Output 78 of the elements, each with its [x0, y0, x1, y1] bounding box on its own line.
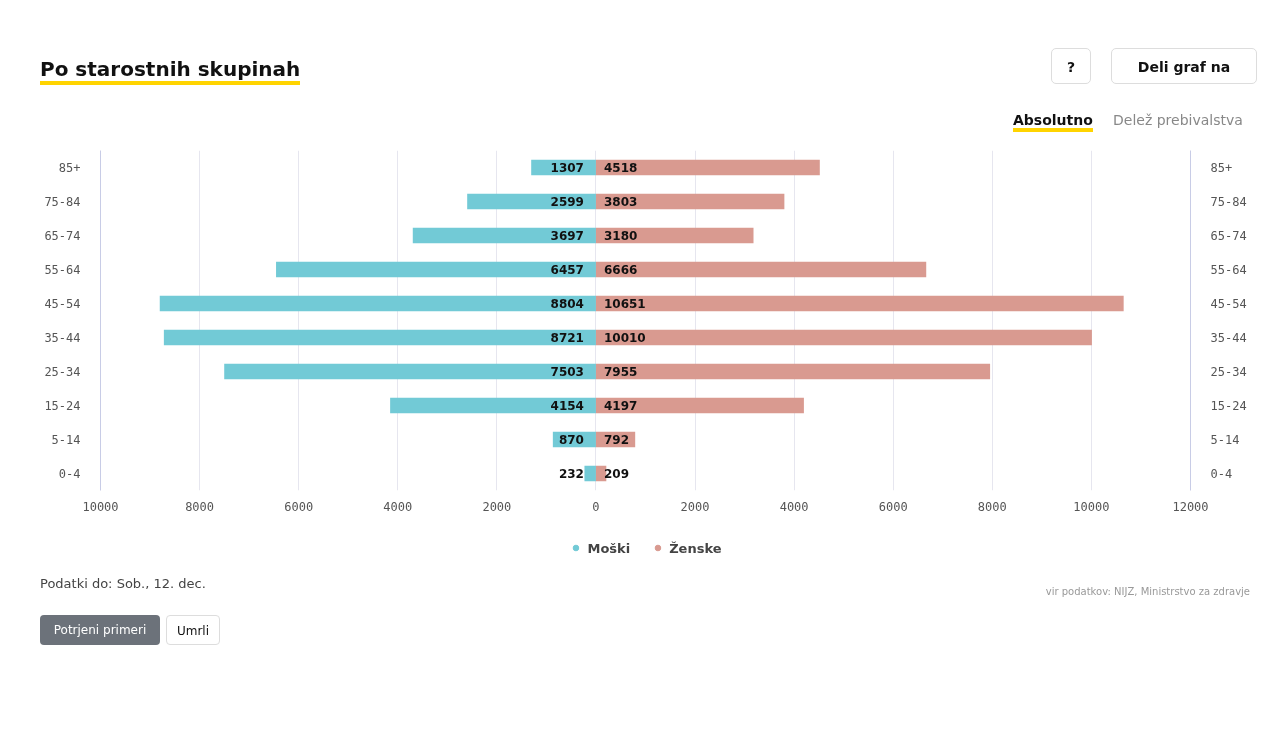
x-tick-label: 6000: [284, 499, 314, 514]
x-tick-label: 4000: [779, 499, 809, 514]
text: Deli graf na: [1137, 58, 1231, 77]
category-label: 15-24: [1210, 399, 1247, 413]
bar: [595, 227, 754, 244]
data-label: 7955: [603, 365, 638, 379]
data-label: 6666: [603, 263, 638, 277]
text: Absolutno: [1013, 112, 1093, 132]
data-label: 870: [558, 433, 584, 447]
data-label: 10651: [603, 297, 646, 311]
data-label: 2599: [550, 195, 584, 209]
text: Potrjeni primeri: [53, 622, 147, 639]
x-tick-label: 2000: [680, 499, 710, 514]
bar: [595, 193, 785, 210]
bar: [159, 295, 596, 312]
category-label: 55-64: [1210, 263, 1247, 277]
bar: [276, 261, 596, 278]
data-label: 6457: [550, 263, 584, 277]
bar: [595, 363, 991, 380]
data-label: 4518: [603, 161, 638, 175]
data-label: 3180: [603, 229, 638, 243]
bar: [163, 329, 596, 346]
text: ?: [1066, 58, 1076, 77]
y-tick-label: 85+: [58, 161, 81, 175]
bar: [224, 363, 596, 380]
data-label: 1307: [550, 161, 584, 175]
bar: [595, 329, 1092, 346]
data-label: 209: [603, 467, 630, 481]
y-tick-label: 75-84: [44, 195, 81, 209]
category-label: 35-44: [1210, 331, 1247, 345]
legend-label: Moški: [587, 540, 631, 555]
x-tick-label: 2000: [482, 499, 512, 514]
category-label: 75-84: [1210, 195, 1247, 209]
y-tick-label: 55-64: [44, 263, 81, 277]
bar: [595, 295, 1124, 312]
data-label: 792: [603, 433, 630, 447]
category-label: 5-14: [1210, 433, 1240, 447]
x-tick-label: 6000: [878, 499, 908, 514]
x-tick-label: 10000: [82, 499, 119, 514]
data-label: 10010: [603, 331, 646, 345]
y-tick-label: 15-24: [44, 399, 81, 413]
y-tick-label: 0-4: [58, 467, 81, 481]
x-tick-label: 8000: [977, 499, 1007, 514]
data-label: 4154: [550, 399, 584, 413]
data-label: 3697: [550, 229, 584, 243]
y-tick-label: 25-34: [44, 365, 81, 379]
x-tick-label: 10000: [1073, 499, 1110, 514]
bar: [595, 261, 927, 278]
data-label: 232: [558, 467, 584, 481]
x-tick-label: 0: [592, 499, 600, 514]
data-label: 8804: [550, 297, 584, 311]
text: Delež prebivalstva: [1113, 111, 1243, 130]
category-label: 85+: [1210, 161, 1233, 175]
bar: [595, 397, 804, 414]
category-label: 25-34: [1210, 365, 1247, 379]
chart-title: Po starostnih skupinah: [40, 57, 301, 85]
category-label: 45-54: [1210, 297, 1247, 311]
x-tick-label: 12000: [1172, 499, 1209, 514]
x-tick-label: 4000: [383, 499, 413, 514]
text: Podatki do: Sob., 12. dec.: [40, 575, 206, 593]
bar: [390, 397, 596, 414]
data-label: 7503: [550, 365, 584, 379]
bar: [595, 159, 820, 176]
bar: [584, 465, 596, 482]
text: Umrli: [176, 623, 210, 640]
y-tick-label: 45-54: [44, 297, 81, 311]
y-tick-label: 35-44: [44, 331, 81, 345]
data-label: 4197: [603, 399, 638, 413]
data-label: 3803: [603, 195, 638, 209]
category-label: 0-4: [1210, 467, 1233, 481]
text: vir podatkov: NIJZ, Ministrstvo za zdravje: [1045, 585, 1250, 599]
data-label: 8721: [550, 331, 584, 345]
x-tick-label: 8000: [185, 499, 215, 514]
y-tick-label: 5-14: [51, 433, 81, 447]
category-label: 65-74: [1210, 229, 1247, 243]
bar: [412, 227, 596, 244]
legend-label: Ženske: [669, 540, 722, 555]
y-tick-label: 65-74: [44, 229, 81, 243]
